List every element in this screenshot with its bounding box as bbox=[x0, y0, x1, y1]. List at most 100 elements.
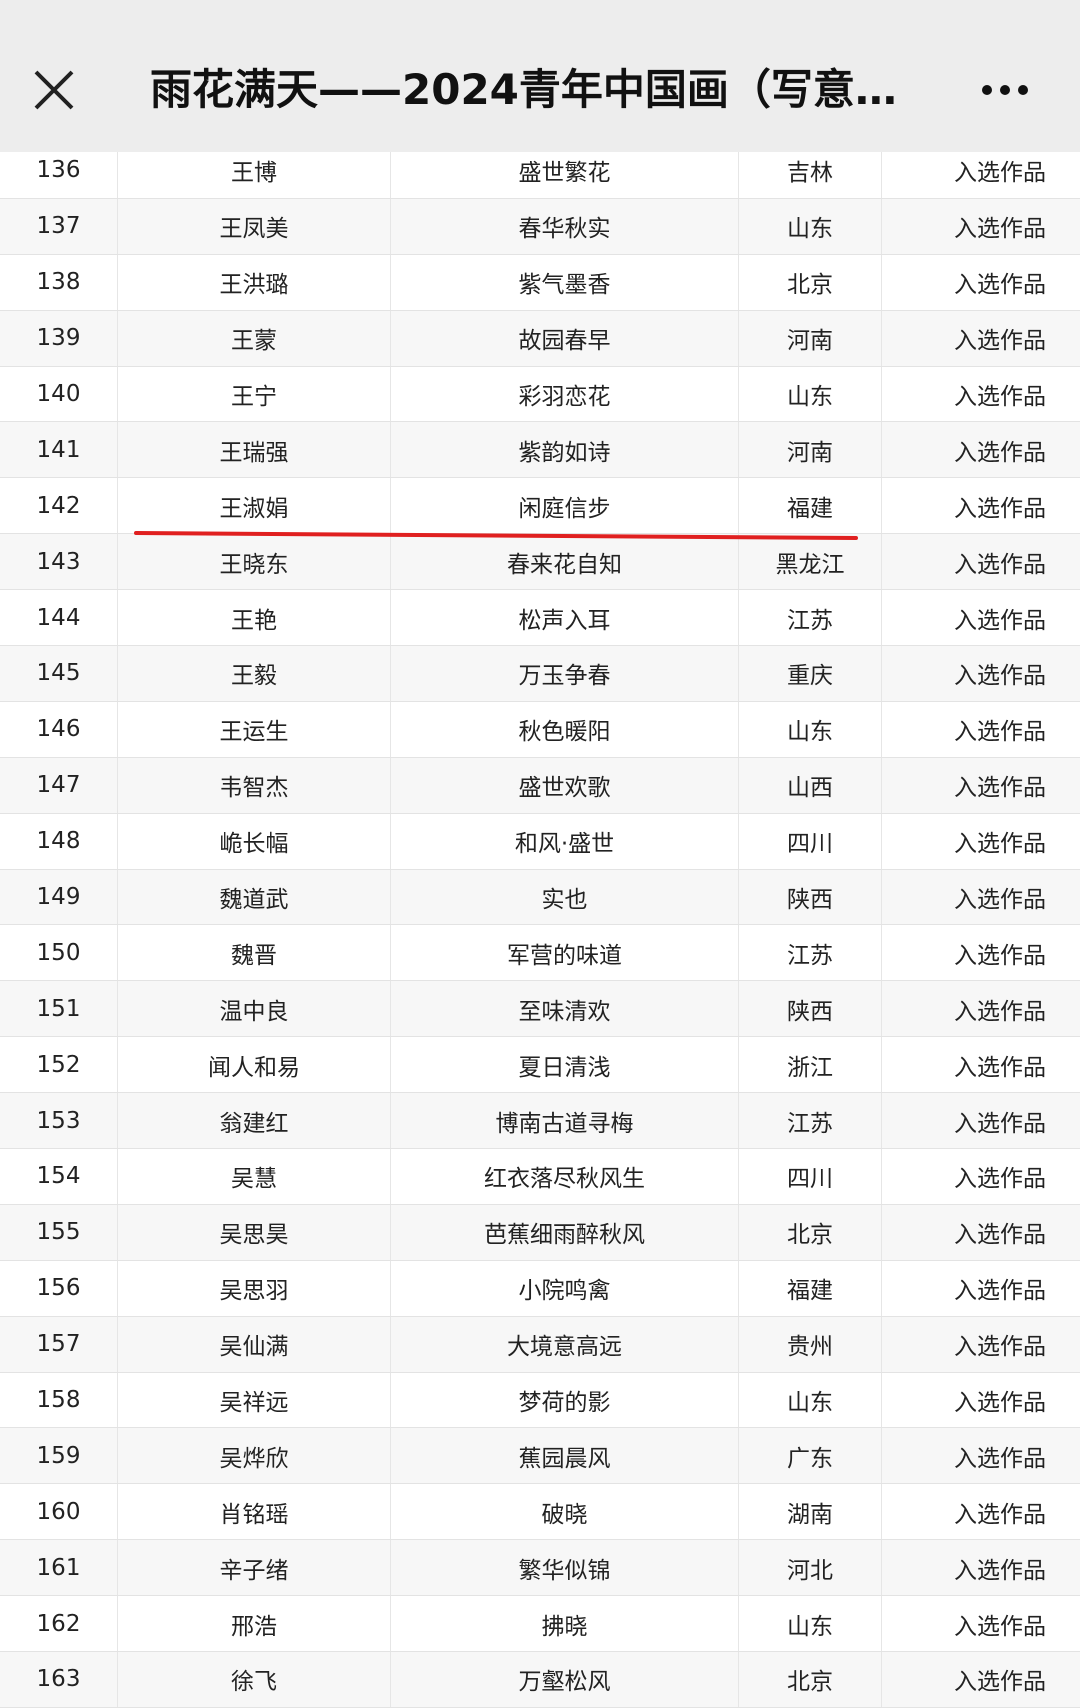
table-row: 152 闻人和易 夏日清浅 浙江 入选作品 bbox=[0, 1037, 1080, 1094]
province-cell: 贵州 bbox=[739, 1316, 882, 1372]
table-row: 157 吴仙满 大境意高远 贵州 入选作品 bbox=[0, 1316, 1080, 1373]
artist-name-cell: 吴思羽 bbox=[118, 1260, 391, 1316]
row-number-cell: 153 bbox=[0, 1093, 118, 1149]
artist-name-cell: 吴仙满 bbox=[118, 1316, 391, 1372]
status-cell: 入选作品 bbox=[954, 439, 1046, 466]
more-icon[interactable] bbox=[975, 70, 1035, 110]
province-cell: 山东 bbox=[739, 1372, 882, 1428]
row-number-cell: 156 bbox=[0, 1260, 118, 1316]
row-number-cell: 149 bbox=[0, 869, 118, 925]
artist-name-cell: 魏晋 bbox=[118, 925, 391, 981]
work-title-cell: 蕉园晨风 bbox=[391, 1428, 739, 1484]
province-cell: 浙江 bbox=[739, 1037, 882, 1093]
work-title-cell: 梦荷的影 bbox=[391, 1372, 739, 1428]
table-row: 153 翁建红 博南古道寻梅 江苏 入选作品 bbox=[0, 1093, 1080, 1150]
row-number-cell: 152 bbox=[0, 1037, 118, 1093]
status-cell: 入选作品 bbox=[954, 1166, 1046, 1193]
row-number-cell: 141 bbox=[0, 422, 118, 478]
results-table: 136 王博 盛世繁花 吉林 入选作品 137 王凤美 春华秋实 山东 入选作品 138 王洪璐 紫气墨… bbox=[0, 143, 1080, 1708]
province-cell: 福建 bbox=[739, 1260, 882, 1316]
artist-name-cell: 吴烨欣 bbox=[118, 1428, 391, 1484]
table-row: 143 王晓东 春来花自知 黑龙江 入选作品 bbox=[0, 534, 1080, 591]
artist-name-cell: 王宁 bbox=[118, 366, 391, 422]
table-row: 141 王瑞强 紫韵如诗 河南 入选作品 bbox=[0, 422, 1080, 479]
artist-name-cell: 闻人和易 bbox=[118, 1037, 391, 1093]
table-row: 158 吴祥远 梦荷的影 山东 入选作品 bbox=[0, 1372, 1080, 1429]
status-cell: 入选作品 bbox=[954, 551, 1046, 578]
status-cell: 入选作品 bbox=[954, 1390, 1046, 1417]
province-cell: 广东 bbox=[739, 1428, 882, 1484]
row-number-cell: 142 bbox=[0, 478, 118, 534]
artist-name-cell: 韦智杰 bbox=[118, 757, 391, 813]
artist-name-cell: 王晓东 bbox=[118, 534, 391, 590]
table-row: 151 温中良 至味清欢 陕西 入选作品 bbox=[0, 981, 1080, 1038]
province-cell: 陕西 bbox=[739, 869, 882, 925]
work-title-cell: 博南古道寻梅 bbox=[391, 1093, 739, 1149]
table-row: 161 辛子绪 繁华似锦 河北 入选作品 bbox=[0, 1540, 1080, 1597]
table-row: 140 王宁 彩羽恋花 山东 入选作品 bbox=[0, 366, 1080, 423]
artist-name-cell: 肖铭瑶 bbox=[118, 1484, 391, 1540]
row-number-cell: 138 bbox=[0, 254, 118, 310]
artist-name-cell: 王艳 bbox=[118, 590, 391, 646]
status-cell: 入选作品 bbox=[954, 216, 1046, 243]
work-title-cell: 故园春早 bbox=[391, 310, 739, 366]
province-cell: 重庆 bbox=[739, 646, 882, 701]
work-title-cell: 小院鸣禽 bbox=[391, 1260, 739, 1316]
work-title-cell: 紫气墨香 bbox=[391, 254, 739, 310]
table-row: 150 魏晋 军营的味道 江苏 入选作品 bbox=[0, 925, 1080, 982]
status-cell: 入选作品 bbox=[954, 495, 1046, 522]
province-cell: 北京 bbox=[739, 1652, 882, 1707]
status-cell: 入选作品 bbox=[954, 272, 1046, 299]
status-cell: 入选作品 bbox=[954, 1222, 1046, 1249]
work-title-cell: 松声入耳 bbox=[391, 590, 739, 646]
table-row: 136 王博 盛世繁花 吉林 入选作品 bbox=[0, 143, 1080, 199]
status-cell: 入选作品 bbox=[954, 1334, 1046, 1361]
table-row: 145 王毅 万玉争春 重庆 入选作品 bbox=[0, 646, 1080, 702]
province-cell: 江苏 bbox=[739, 925, 882, 981]
work-title-cell: 春来花自知 bbox=[391, 534, 739, 590]
province-cell: 四川 bbox=[739, 813, 882, 869]
province-cell: 四川 bbox=[739, 1149, 882, 1204]
province-cell: 湖南 bbox=[739, 1484, 882, 1540]
work-title-cell: 红衣落尽秋风生 bbox=[391, 1149, 739, 1204]
row-number-cell: 161 bbox=[0, 1540, 118, 1596]
status-cell: 入选作品 bbox=[954, 1669, 1046, 1696]
work-title-cell: 芭蕉细雨醉秋风 bbox=[391, 1204, 739, 1260]
artist-name-cell: 辛子绪 bbox=[118, 1540, 391, 1596]
province-cell: 山东 bbox=[739, 366, 882, 422]
table-row: 137 王凤美 春华秋实 山东 入选作品 bbox=[0, 198, 1080, 255]
close-icon[interactable] bbox=[30, 66, 78, 114]
row-number-cell: 143 bbox=[0, 534, 118, 590]
province-cell: 陕西 bbox=[739, 981, 882, 1037]
table-row: 149 魏道武 实也 陕西 入选作品 bbox=[0, 869, 1080, 926]
row-number-cell: 144 bbox=[0, 590, 118, 646]
status-cell: 入选作品 bbox=[954, 887, 1046, 914]
artist-name-cell: 王凤美 bbox=[118, 198, 391, 254]
work-title-cell: 彩羽恋花 bbox=[391, 366, 739, 422]
work-title-cell: 盛世繁花 bbox=[391, 143, 739, 198]
row-number-cell: 160 bbox=[0, 1484, 118, 1540]
table-row: 155 吴思昊 芭蕉细雨醉秋风 北京 入选作品 bbox=[0, 1204, 1080, 1261]
page-title: 雨花满天——2024青年中国画（写意… bbox=[150, 65, 897, 114]
province-cell: 河北 bbox=[739, 1540, 882, 1596]
work-title-cell: 盛世欢歌 bbox=[391, 757, 739, 813]
artist-name-cell: 温中良 bbox=[118, 981, 391, 1037]
table-row: 162 邢浩 拂晓 山东 入选作品 bbox=[0, 1596, 1080, 1653]
row-number-cell: 139 bbox=[0, 310, 118, 366]
artist-name-cell: 王蒙 bbox=[118, 310, 391, 366]
work-title-cell: 万壑松风 bbox=[391, 1652, 739, 1707]
artist-name-cell: 王运生 bbox=[118, 701, 391, 757]
row-number-cell: 159 bbox=[0, 1428, 118, 1484]
row-number-cell: 140 bbox=[0, 366, 118, 422]
province-cell: 北京 bbox=[739, 1204, 882, 1260]
table-row: 154 吴慧 红衣落尽秋风生 四川 入选作品 bbox=[0, 1149, 1080, 1205]
province-cell: 北京 bbox=[739, 254, 882, 310]
status-cell: 入选作品 bbox=[954, 1613, 1046, 1640]
artist-name-cell: 王毅 bbox=[118, 646, 391, 701]
row-number-cell: 163 bbox=[0, 1652, 118, 1707]
status-cell: 入选作品 bbox=[954, 1278, 1046, 1305]
artist-name-cell: 王洪璐 bbox=[118, 254, 391, 310]
artist-name-cell: 王瑞强 bbox=[118, 422, 391, 478]
row-number-cell: 146 bbox=[0, 701, 118, 757]
